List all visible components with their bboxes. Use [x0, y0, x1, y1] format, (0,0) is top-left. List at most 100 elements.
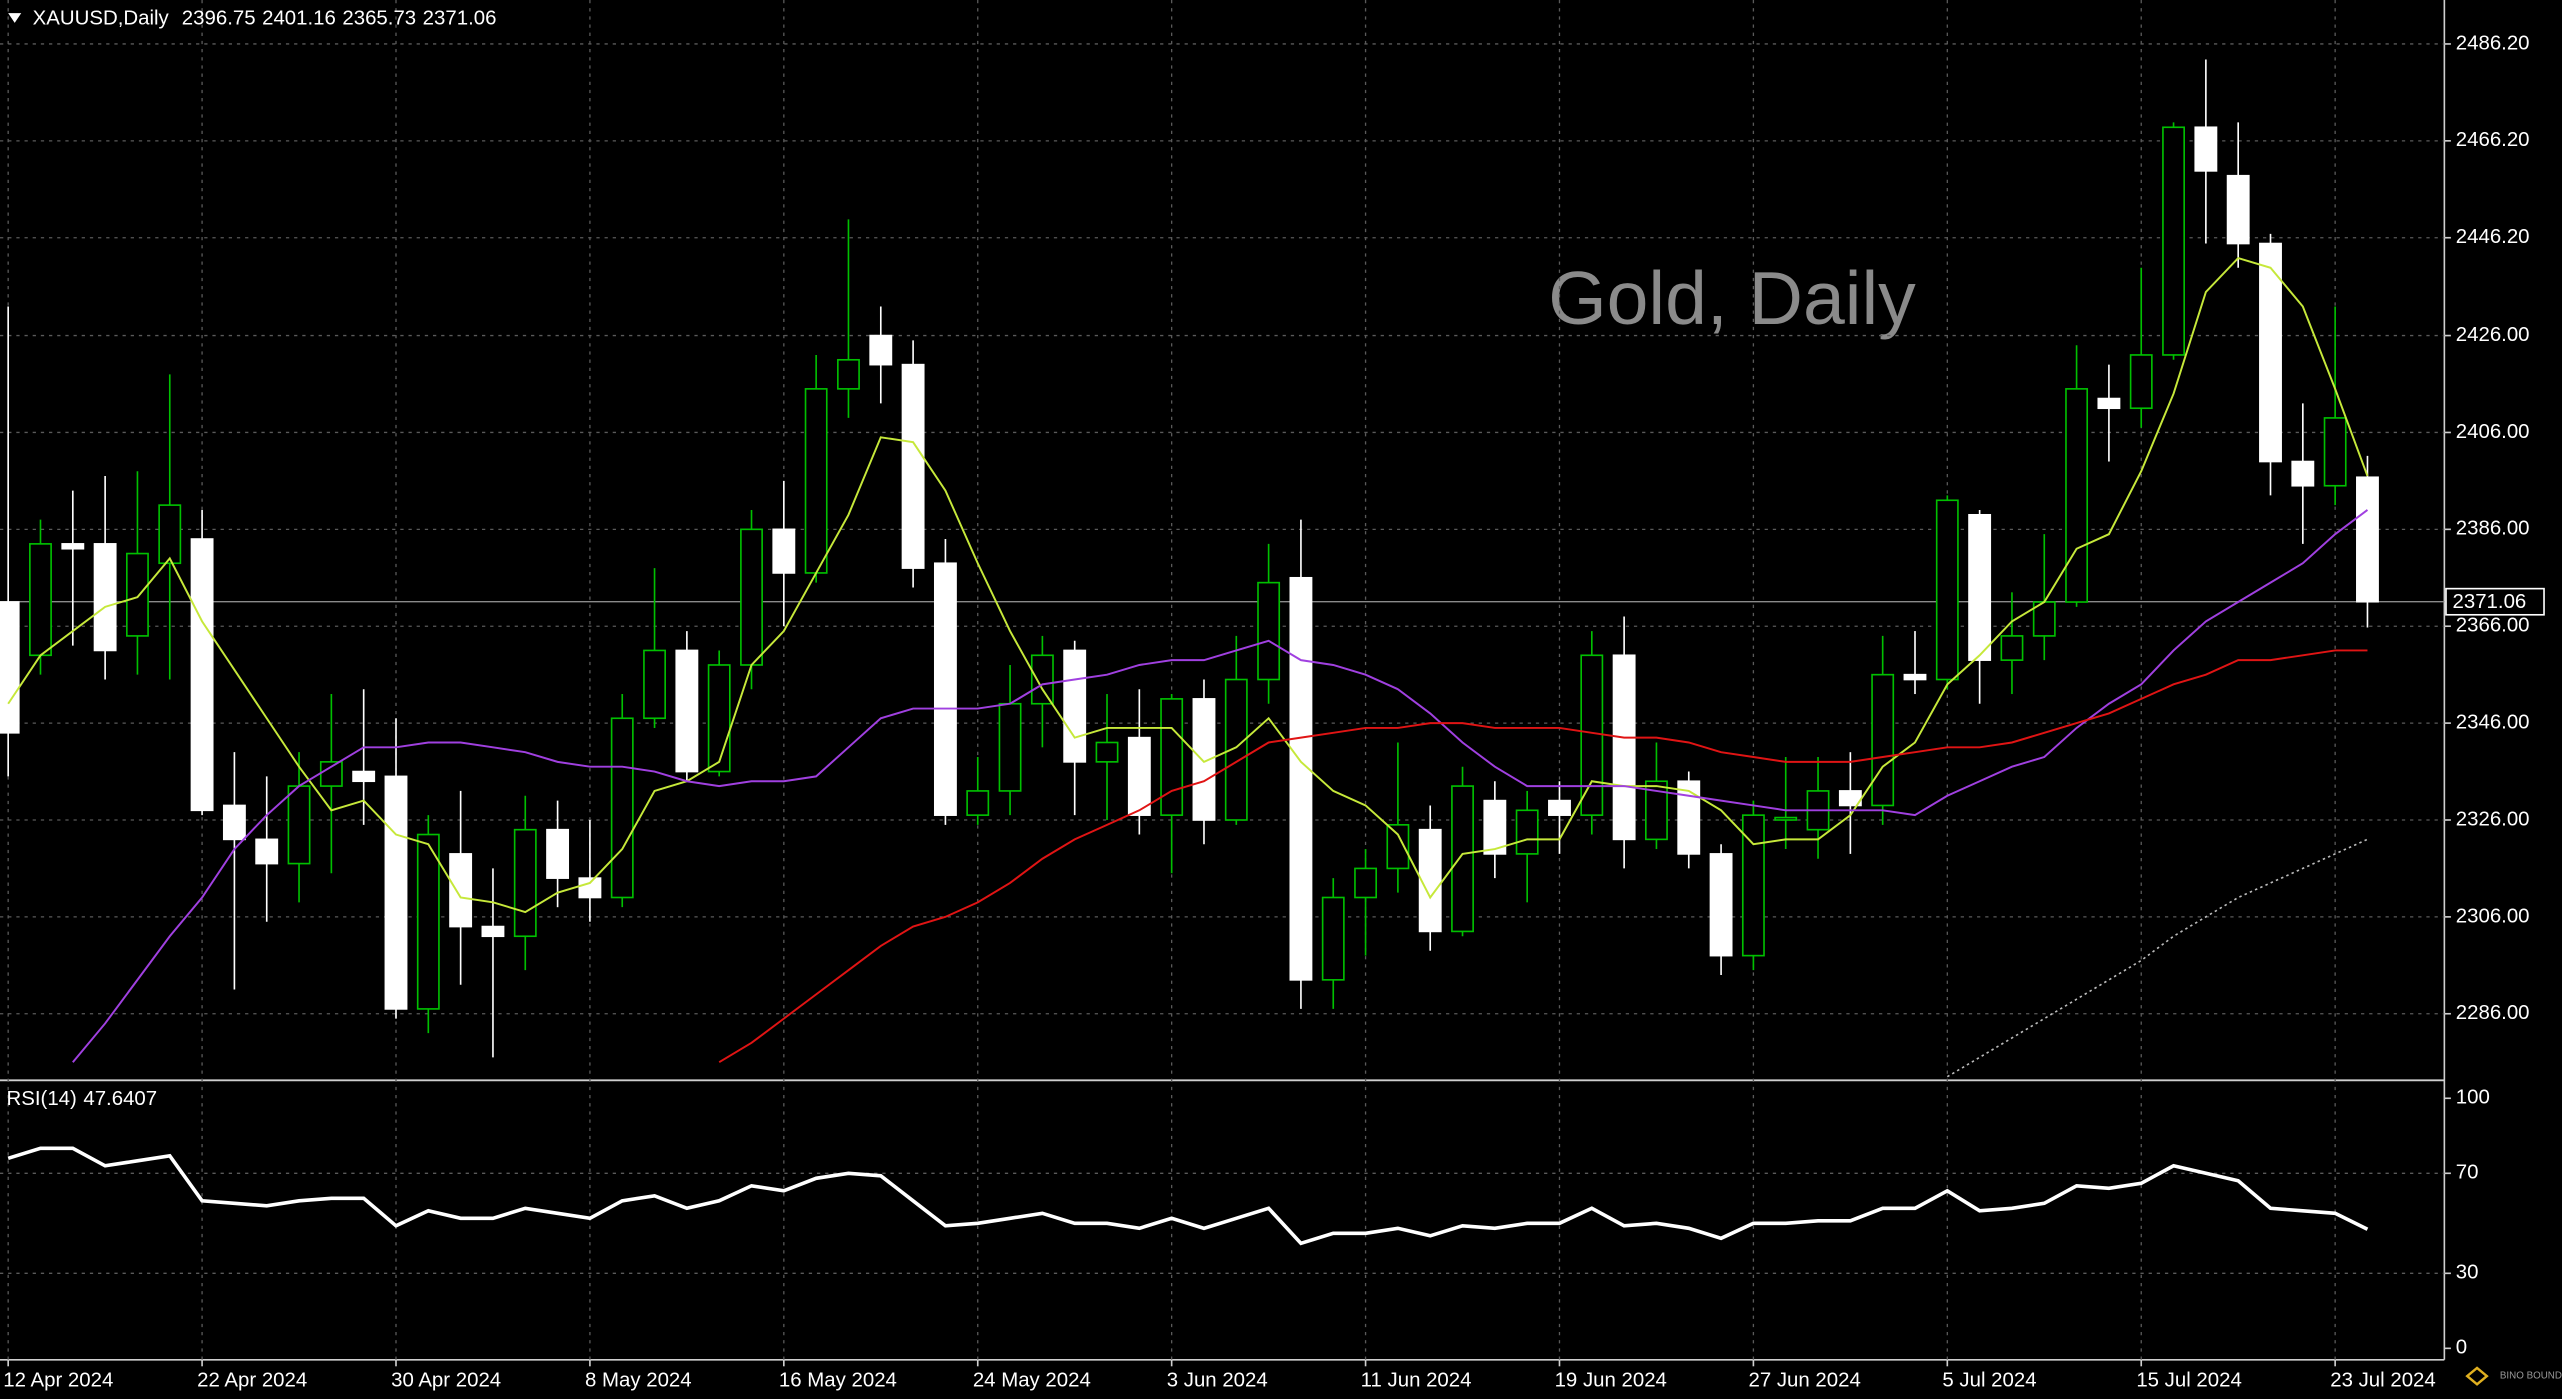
candle-body [1030, 654, 1054, 705]
candle-body [1677, 780, 1701, 855]
x-tick-label: 19 Jun 2024 [1555, 1369, 1667, 1391]
header-low: 2365.73 [342, 8, 416, 30]
candle-body [2129, 354, 2153, 410]
y-tick-label: 2306.00 [2456, 905, 2530, 927]
candle-body [2356, 476, 2379, 603]
logo-icon [2465, 1366, 2489, 1386]
candle-body [93, 543, 117, 652]
candle-body [319, 761, 343, 787]
x-tick-label: 22 Apr 2024 [197, 1369, 307, 1391]
x-tick-label: 5 Jul 2024 [1942, 1369, 2036, 1391]
candle-body [190, 538, 214, 812]
last-price-box [2445, 587, 2545, 616]
y-tick-label: 2486.20 [2456, 32, 2530, 54]
candle-body [1160, 698, 1184, 816]
y-tick-label: 2446.20 [2456, 226, 2530, 248]
candle-body [966, 790, 990, 816]
candle-body [772, 528, 796, 574]
x-tick-label: 24 May 2024 [973, 1369, 1091, 1391]
candle-body [352, 770, 376, 783]
collapse-arrow [8, 13, 22, 23]
candle-body [1257, 581, 1281, 681]
y-tick-label: 2426.00 [2456, 324, 2530, 346]
candle-body [1612, 654, 1636, 841]
candle-body [1483, 799, 1507, 855]
candle-body [1192, 698, 1216, 821]
candle-body [255, 838, 279, 865]
candle-body [1354, 867, 1378, 899]
candle-body [384, 775, 408, 1010]
candle-body [707, 664, 731, 773]
candle-body [643, 649, 666, 720]
y-tick-label: 2406.00 [2456, 421, 2530, 443]
candle-body [287, 785, 311, 865]
moving-average-line [72, 509, 2369, 1063]
candle-body [0, 601, 20, 734]
rsi-header: RSI(14) 47.6407 [7, 1088, 158, 1110]
candle-body [1451, 785, 1474, 933]
candle-body [1645, 780, 1668, 841]
candle-body [1289, 576, 1313, 981]
candle-body [837, 358, 860, 390]
candle-body [1095, 741, 1119, 763]
candle-body [1580, 654, 1604, 816]
x-tick-label: 27 Jun 2024 [1748, 1369, 1860, 1391]
x-tick-label: 11 Jun 2024 [1361, 1369, 1472, 1391]
candle-body [610, 717, 634, 899]
candle-body [1321, 896, 1345, 981]
candle-body [546, 828, 570, 879]
candle-body [1224, 678, 1248, 821]
moving-average-line [1946, 838, 2368, 1078]
chart-header: XAUUSD,Daily 2396.75 2401.16 2365.73 2371.06 [33, 8, 497, 30]
rsi-value: 47.6407 [83, 1088, 157, 1110]
candle-body [1386, 824, 1410, 870]
candle-body [1741, 814, 1765, 957]
header-open: 2396.75 [182, 8, 256, 30]
y-tick-label: 2286.00 [2456, 1002, 2530, 1024]
candle-body [158, 504, 182, 565]
candle-body [1063, 649, 1087, 763]
candle-body [2323, 417, 2347, 487]
candle-body [222, 804, 246, 841]
x-tick-label: 15 Jul 2024 [2136, 1369, 2242, 1391]
candle-body [2162, 126, 2185, 356]
candles [0, 59, 2379, 1058]
candle-body [998, 702, 1022, 792]
x-tick-label: 23 Jul 2024 [2330, 1369, 2436, 1391]
candle-body [1968, 513, 1992, 661]
rsi-tick-label: 70 [2456, 1162, 2479, 1184]
x-tick-label: 30 Apr 2024 [391, 1369, 501, 1391]
candle-body [1515, 809, 1539, 855]
candle-body [2000, 635, 2024, 661]
x-tick-label: 3 Jun 2024 [1167, 1369, 1268, 1391]
moving-average-line [7, 256, 2369, 914]
candle-body [2259, 242, 2282, 463]
rsi-tick-label: 30 [2456, 1262, 2479, 1284]
y-tick-label: 2386.00 [2456, 518, 2530, 540]
candle-body [449, 853, 473, 928]
candle-body [933, 562, 957, 816]
candle-body [2226, 174, 2250, 245]
y-tick-label: 2366.00 [2456, 615, 2530, 637]
candle-body [1418, 828, 1442, 933]
rsi-tick-label: 100 [2456, 1087, 2490, 1109]
last-price-label: 2371.06 [2453, 591, 2527, 613]
y-tick-label: 2346.00 [2456, 711, 2530, 733]
candle-body [29, 543, 52, 657]
candle-body [2194, 126, 2218, 172]
candle-body [1903, 673, 1927, 681]
candle-body [1127, 736, 1151, 816]
candle-body [675, 649, 699, 773]
candle-body [2065, 388, 2089, 603]
rsi-tick-label: 0 [2456, 1337, 2467, 1359]
x-tick-label: 16 May 2024 [779, 1369, 897, 1391]
x-tick-label: 8 May 2024 [585, 1369, 692, 1391]
watermark: Gold, Daily [1548, 256, 1916, 340]
candle-body [1935, 499, 1959, 681]
rsi-line [7, 1146, 2369, 1246]
candle-body [2097, 397, 2121, 410]
header-high: 2401.16 [262, 8, 336, 30]
